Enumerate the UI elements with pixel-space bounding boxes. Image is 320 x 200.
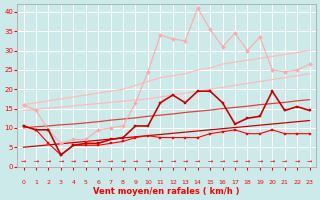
X-axis label: Vent moyen/en rafales ( km/h ): Vent moyen/en rafales ( km/h ) [93,187,240,196]
